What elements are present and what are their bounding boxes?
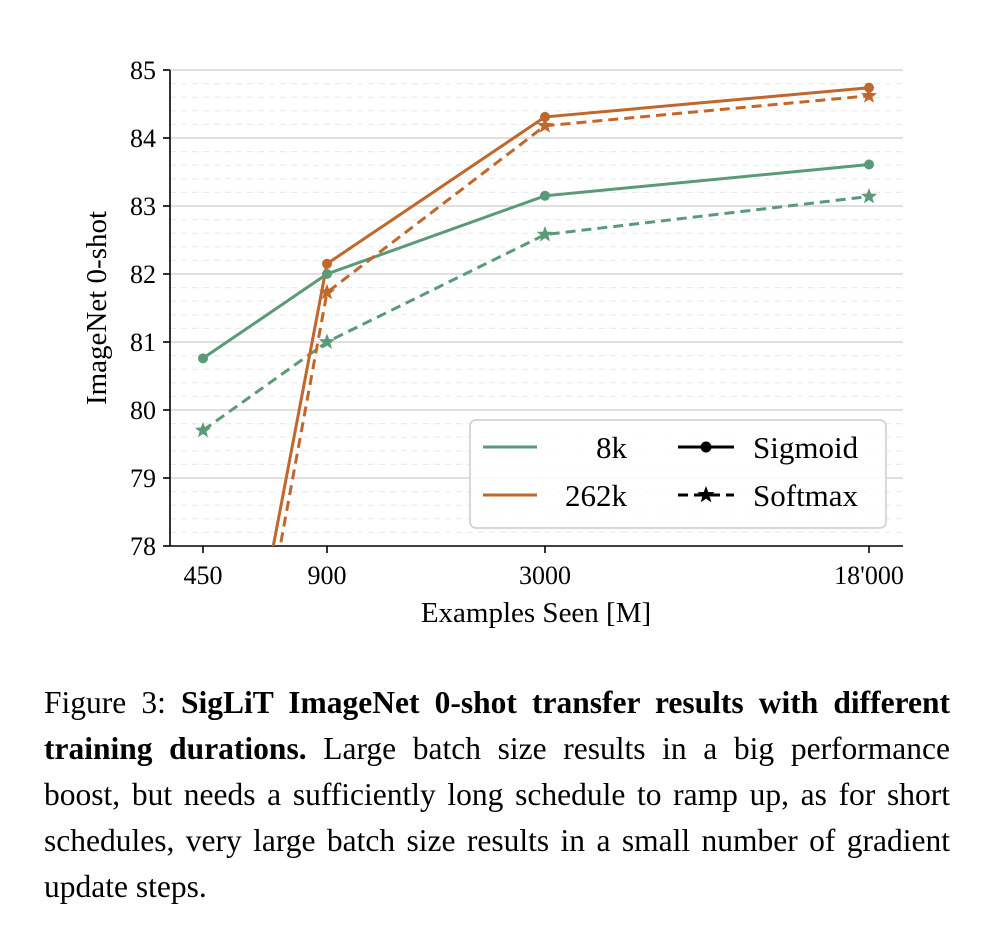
legend-label-262k: 262k xyxy=(565,478,628,513)
x-tick-label: 450 xyxy=(184,561,223,590)
y-tick-label: 84 xyxy=(130,124,156,153)
data-point xyxy=(864,159,874,170)
series-line-8k-softmax xyxy=(202,195,870,432)
legend-star-marker xyxy=(697,486,715,503)
legend-label-softmax: Softmax xyxy=(753,478,859,513)
data-point xyxy=(860,87,878,103)
series-line-262k-softmax xyxy=(278,94,870,546)
series-lines xyxy=(202,86,870,546)
data-point xyxy=(322,258,332,269)
y-tick-label: 80 xyxy=(130,396,156,425)
line-chart: 78 79 80 81 82 83 84 85 450 900 3000 18'000 Example… xyxy=(81,56,904,629)
legend-label-sigmoid: Sigmoid xyxy=(753,430,859,465)
y-tick-label: 78 xyxy=(130,532,156,561)
data-point xyxy=(536,226,554,242)
y-tick-label: 82 xyxy=(130,260,156,289)
y-axis-label: ImageNet 0-shot xyxy=(81,211,113,405)
legend-circle-marker xyxy=(700,441,712,453)
legend-label-8k: 8k xyxy=(596,430,628,465)
caption-body: Large batch size results in a big perfor… xyxy=(44,731,950,904)
data-point xyxy=(194,421,212,438)
figure-caption: Figure 3: SigLiT ImageNet 0-shot transfe… xyxy=(44,680,950,910)
y-tick-label: 83 xyxy=(130,192,156,221)
data-point xyxy=(318,283,336,300)
y-tick-label: 85 xyxy=(130,56,156,85)
y-tick-label: 79 xyxy=(130,464,156,493)
x-axis-label: Examples Seen [M] xyxy=(421,597,651,629)
x-tick-label: 900 xyxy=(308,561,347,590)
series-line-8k-sigmoid xyxy=(202,163,870,360)
y-tick-label: 81 xyxy=(130,328,156,357)
data-point xyxy=(860,187,878,204)
data-point xyxy=(198,353,208,364)
series-markers xyxy=(194,82,878,438)
data-point xyxy=(540,111,550,122)
legend: 8k 262k Sigmoid Softmax xyxy=(469,419,887,529)
legend-box xyxy=(469,419,887,529)
tick-labels: 78 79 80 81 82 83 84 85 450 900 3000 18'000 xyxy=(130,56,904,590)
data-point xyxy=(318,333,336,349)
data-point xyxy=(540,190,550,201)
grid xyxy=(170,69,903,534)
x-tick-label: 3000 xyxy=(519,561,571,590)
data-point xyxy=(322,269,332,279)
axes xyxy=(163,69,903,553)
series-line-262k-sigmoid xyxy=(271,86,870,546)
data-point xyxy=(536,117,554,133)
x-tick-label: 18'000 xyxy=(834,561,904,590)
caption-title: SigLiT ImageNet 0-shot transfer results … xyxy=(44,685,950,766)
caption-prefix: Figure 3: xyxy=(44,685,181,720)
